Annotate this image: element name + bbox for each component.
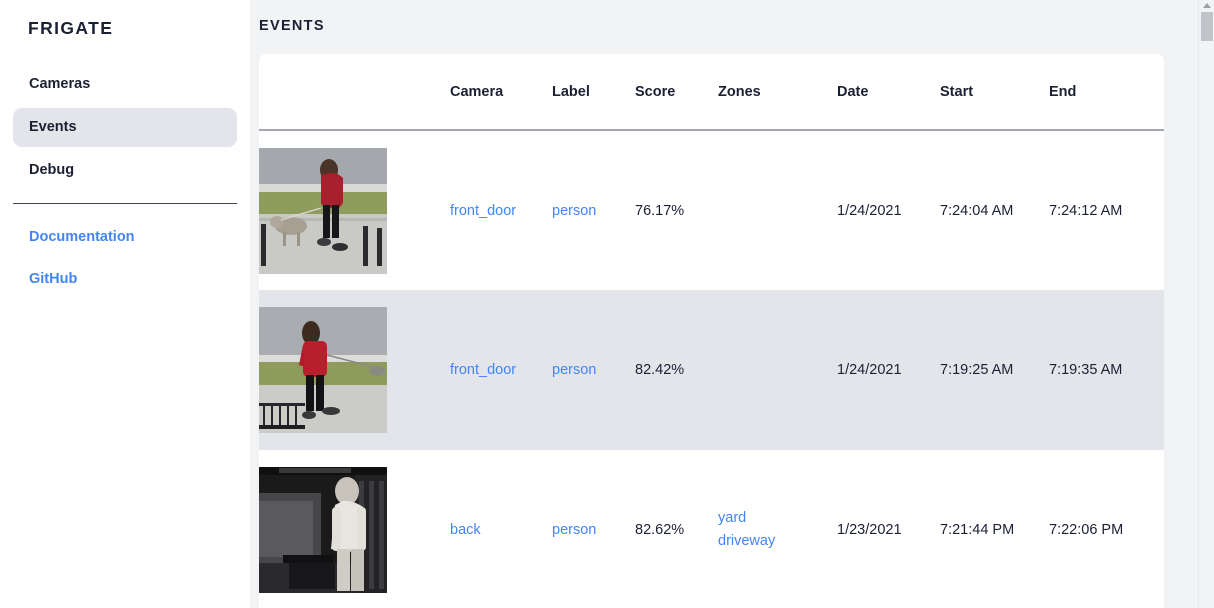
event-label-cell[interactable]: person xyxy=(552,290,635,450)
events-table-body: front_door person 76.17% 1/24/2021 7:24:… xyxy=(259,130,1164,608)
event-camera-cell[interactable]: front_door xyxy=(450,130,552,290)
table-row[interactable]: front_door person 82.42% 1/24/2021 7:19:… xyxy=(259,290,1164,450)
sidebar-external-links: Documentation GitHub xyxy=(0,218,250,300)
event-zones-cell[interactable]: yard driveway xyxy=(718,450,837,608)
event-thumbnail-cell[interactable] xyxy=(259,450,450,608)
score-value: 76.17% xyxy=(635,202,685,219)
event-date-cell: 1/24/2021 xyxy=(837,290,940,450)
table-row[interactable]: back person 82.62% yard driveway 1/23/20… xyxy=(259,450,1164,608)
sidebar-link-documentation[interactable]: Documentation xyxy=(29,228,135,245)
column-header-date[interactable]: Date xyxy=(837,83,869,100)
column-header-end[interactable]: End xyxy=(1049,83,1077,100)
event-label-cell[interactable]: person xyxy=(552,450,635,608)
zone-link-driveway[interactable]: driveway xyxy=(718,533,776,549)
event-date-cell: 1/24/2021 xyxy=(837,130,940,290)
sidebar-item-events[interactable]: Events xyxy=(13,107,237,147)
event-start-cell: 7:19:25 AM xyxy=(940,290,1049,450)
sidebar-link-github[interactable]: GitHub xyxy=(29,271,78,288)
events-table-header: Camera Label Score Zones Date Start End xyxy=(259,54,1164,130)
column-header-camera[interactable]: Camera xyxy=(450,83,504,100)
thumbnail-art xyxy=(259,307,387,433)
events-table: Camera Label Score Zones Date Start End xyxy=(259,54,1164,608)
sidebar: FRIGATE Cameras Events Debug Documentati… xyxy=(0,0,250,608)
events-card: Camera Label Score Zones Date Start End xyxy=(259,54,1164,608)
camera-link[interactable]: front_door xyxy=(450,362,517,378)
event-end-cell: 7:22:06 PM xyxy=(1049,450,1164,608)
label-link[interactable]: person xyxy=(552,202,597,219)
event-thumbnail-image-daytime-dogwalker[interactable] xyxy=(259,147,387,274)
page-scrollbar[interactable] xyxy=(1198,0,1214,608)
table-row[interactable]: front_door person 76.17% 1/24/2021 7:24:… xyxy=(259,130,1164,290)
column-header-zones[interactable]: Zones xyxy=(718,83,761,100)
score-value: 82.62% xyxy=(635,522,685,538)
event-end-cell: 7:19:35 AM xyxy=(1049,290,1164,450)
end-value: 7:19:35 AM xyxy=(1049,362,1123,378)
start-value: 7:21:44 PM xyxy=(940,522,1015,538)
event-zones-cell xyxy=(718,290,837,450)
date-value: 1/23/2021 xyxy=(837,522,902,538)
event-score-cell: 76.17% xyxy=(635,130,718,290)
event-label-cell[interactable]: person xyxy=(552,130,635,290)
camera-link[interactable]: back xyxy=(450,522,481,538)
event-thumbnail-cell[interactable] xyxy=(259,290,450,450)
event-score-cell: 82.42% xyxy=(635,290,718,450)
column-header-thumbnail[interactable] xyxy=(259,54,450,130)
sidebar-divider xyxy=(13,202,237,204)
event-date-cell: 1/23/2021 xyxy=(837,450,940,608)
sidebar-nav: Cameras Events Debug xyxy=(0,65,250,190)
label-link[interactable]: person xyxy=(552,362,597,378)
column-header-start[interactable]: Start xyxy=(940,83,974,100)
event-start-cell: 7:21:44 PM xyxy=(940,450,1049,608)
app-brand-title: FRIGATE xyxy=(28,18,114,38)
main-content: EVENTS Camera Label Score Zones Date Sta… xyxy=(250,0,1214,608)
camera-link[interactable]: front_door xyxy=(450,202,517,219)
event-thumbnail-image-daytime-walker[interactable] xyxy=(259,307,387,433)
date-value: 1/24/2021 xyxy=(837,362,902,378)
event-camera-cell[interactable]: back xyxy=(450,450,552,608)
event-thumbnail-cell[interactable] xyxy=(259,130,450,290)
event-start-cell: 7:24:04 AM xyxy=(940,130,1049,290)
event-score-cell: 82.62% xyxy=(635,450,718,608)
end-value: 7:22:06 PM xyxy=(1049,522,1124,538)
label-link[interactable]: person xyxy=(552,522,597,538)
scrollbar-thumb[interactable] xyxy=(1201,12,1213,41)
event-zones-cell xyxy=(718,130,837,290)
column-header-score[interactable]: Score xyxy=(635,83,676,100)
table-header-row: Camera Label Score Zones Date Start End xyxy=(259,54,1164,130)
thumbnail-art xyxy=(259,147,387,274)
start-value: 7:19:25 AM xyxy=(940,362,1014,378)
column-header-label[interactable]: Label xyxy=(552,83,590,100)
scroll-up-arrow-icon[interactable] xyxy=(1203,3,1211,8)
zone-link-yard[interactable]: yard xyxy=(718,510,747,527)
event-end-cell: 7:24:12 AM xyxy=(1049,130,1164,290)
start-value: 7:24:04 AM xyxy=(940,202,1014,219)
sidebar-item-cameras[interactable]: Cameras xyxy=(29,76,91,92)
sidebar-item-debug[interactable]: Debug xyxy=(29,161,75,178)
event-thumbnail-image-night-infrared[interactable] xyxy=(259,467,387,593)
thumbnail-art xyxy=(259,467,387,593)
event-camera-cell[interactable]: front_door xyxy=(450,290,552,450)
score-value: 82.42% xyxy=(635,362,685,378)
date-value: 1/24/2021 xyxy=(837,202,902,219)
end-value: 7:24:12 AM xyxy=(1049,202,1123,219)
page-title: EVENTS xyxy=(259,18,325,34)
